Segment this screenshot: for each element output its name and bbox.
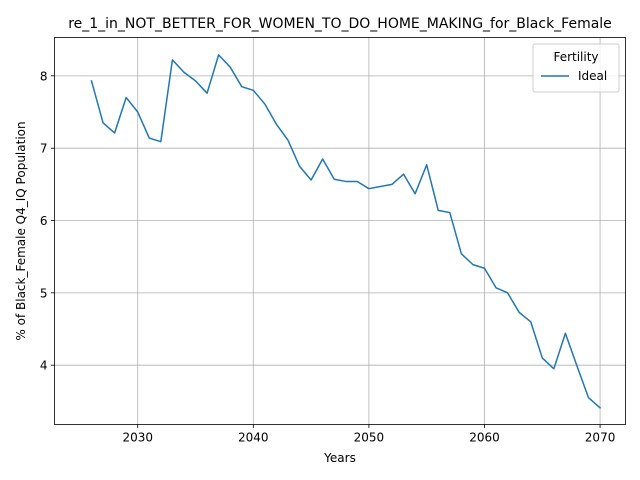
legend: Fertility Ideal: [532, 43, 620, 93]
y-tick-label: 6: [40, 214, 48, 228]
chart-title: re_1_in_NOT_BETTER_FOR_WOMEN_TO_DO_HOME_…: [68, 16, 612, 32]
series-line-ideal: [90, 54, 602, 409]
y-tick-label: 4: [40, 359, 48, 373]
series-layer: [90, 54, 602, 409]
x-tick-label: 2040: [238, 431, 269, 445]
y-tick-label: 8: [40, 69, 48, 83]
x-tick-label: 2060: [469, 431, 500, 445]
x-tick-label: 2050: [354, 431, 385, 445]
legend-title: Fertility: [553, 50, 598, 64]
y-tick-label: 5: [40, 286, 48, 300]
y-tick-label: 7: [40, 142, 48, 156]
legend-box: [532, 43, 620, 93]
x-tick-label: 2030: [122, 431, 153, 445]
axis-ticks: 2030 2040 2050 2060 2070 4 5 6 7 8: [40, 69, 615, 444]
x-tick-label: 2070: [585, 431, 616, 445]
plot-area-frame: [54, 37, 626, 425]
y-axis-label: % of Black_Female Q4_IQ Population: [14, 121, 28, 340]
grid-lines: [54, 37, 626, 425]
x-axis-label: Years: [323, 451, 356, 465]
legend-label-ideal: Ideal: [578, 69, 607, 83]
